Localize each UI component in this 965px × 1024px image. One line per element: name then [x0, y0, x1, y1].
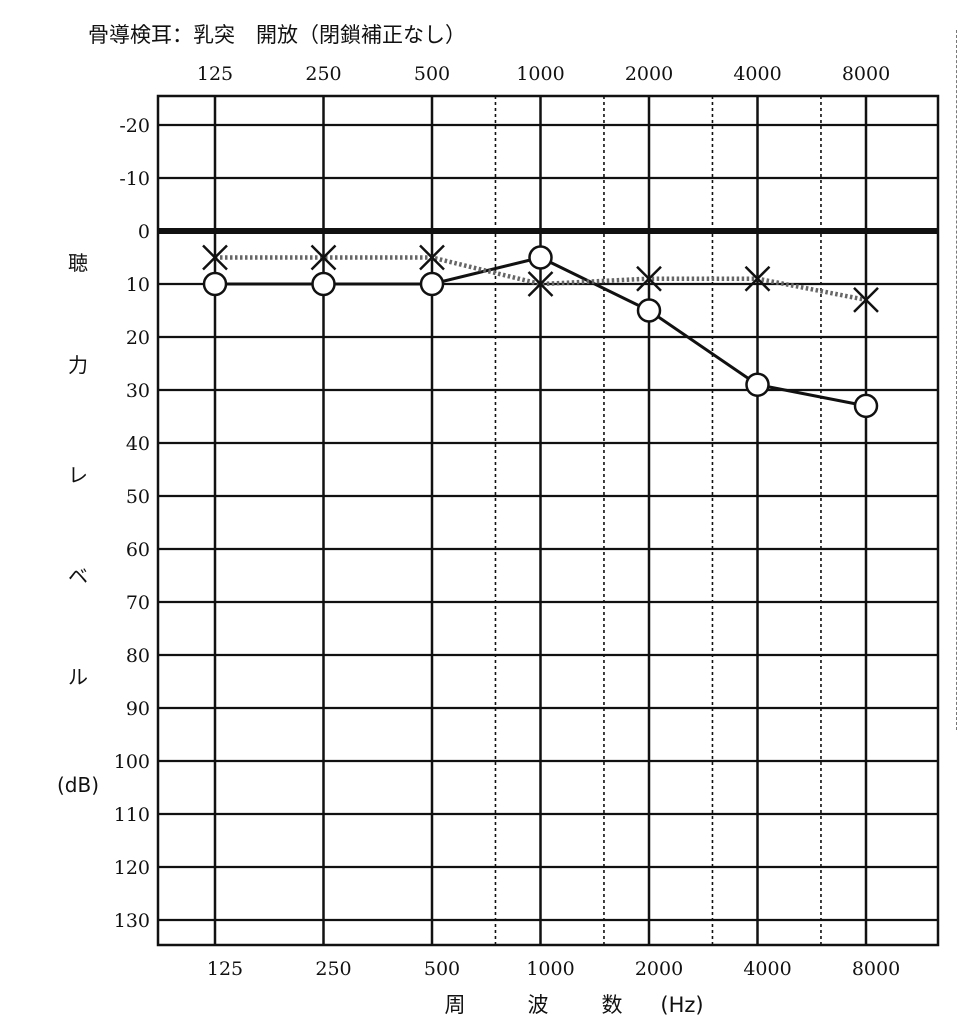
cross-stroke — [744, 265, 771, 292]
page-edge-line — [956, 30, 957, 730]
y-tick-label: -10 — [119, 168, 150, 190]
y-axis-label-char: ル — [68, 665, 88, 689]
x-axis-label-char: (Hz) — [660, 993, 703, 1017]
y-tick-label: 110 — [114, 804, 150, 826]
x-tick-label-bottom: 500 — [424, 958, 460, 980]
y-tick-label: 60 — [126, 539, 150, 561]
y-axis-label-char: レ — [68, 463, 88, 487]
cross-stroke — [202, 244, 228, 271]
data-point-circle — [853, 393, 879, 419]
data-point-cross — [419, 244, 445, 271]
x-tick-label-bottom: 125 — [207, 958, 243, 980]
y-axis-label-char: 力 — [68, 353, 88, 377]
data-point-cross — [636, 265, 662, 292]
x-tick-label-bottom: 2000 — [635, 958, 683, 980]
y-tick-label: 20 — [126, 327, 150, 349]
data-point-circle — [636, 298, 662, 323]
cross-stroke — [419, 244, 445, 271]
data-point-circle — [419, 271, 445, 297]
plot-frame — [156, 94, 940, 947]
data-point-circle — [202, 271, 228, 297]
x-tick-label-bottom: 1000 — [526, 958, 574, 980]
chart-grid — [156, 94, 940, 947]
y-axis-label-char: 聴 — [68, 251, 88, 275]
cross-stroke — [527, 271, 554, 297]
x-tick-label-top: 1000 — [516, 63, 564, 85]
x-tick-label-top: 4000 — [733, 63, 781, 85]
y-tick-label: 40 — [126, 433, 150, 455]
cross-stroke — [636, 265, 662, 292]
chart-title: 骨導検耳：乳突 開放（閉鎖補正なし） — [88, 23, 466, 47]
y-tick-label: 80 — [126, 645, 150, 667]
y-tick-label: 100 — [114, 751, 150, 773]
y-axis-label-char: (dB) — [57, 773, 99, 797]
y-tick-label: 90 — [126, 698, 150, 720]
chart-series — [202, 244, 879, 419]
x-tick-label-top: 500 — [414, 63, 450, 85]
y-tick-label: 70 — [126, 592, 150, 614]
data-point-circle — [311, 271, 336, 297]
data-point-circle — [528, 245, 553, 270]
x-axis-label-char: 数 — [602, 993, 623, 1017]
chart-labels: -20 -10 0 10 20 30 40 50 60 70 80 90 100 110 120 130 125… — [57, 63, 900, 1017]
x-tick-label-top: 250 — [305, 63, 341, 85]
x-tick-label-bottom: 8000 — [852, 958, 900, 980]
x-tick-label-top: 2000 — [625, 63, 673, 85]
x-tick-label-top: 125 — [197, 63, 233, 85]
cross-stroke — [853, 287, 879, 313]
y-tick-label: 0 — [138, 221, 150, 243]
data-point-circle — [745, 372, 770, 397]
data-point-cross — [744, 265, 771, 292]
y-tick-label: 30 — [126, 380, 150, 402]
y-tick-label: -20 — [119, 115, 150, 137]
y-tick-label: 120 — [114, 857, 150, 879]
data-point-cross — [527, 271, 554, 297]
y-tick-label: 50 — [126, 486, 150, 508]
x-tick-label-bottom: 4000 — [743, 958, 791, 980]
x-tick-label-top: 8000 — [842, 63, 890, 85]
data-point-cross — [310, 244, 337, 271]
x-axis-label-char: 波 — [528, 993, 549, 1017]
data-point-cross — [853, 287, 879, 313]
x-tick-label-bottom: 250 — [315, 958, 351, 980]
x-axis-label-char: 周 — [445, 993, 466, 1017]
y-tick-label: 130 — [114, 910, 150, 932]
y-axis-label-char: ベ — [68, 564, 88, 588]
y-tick-label: 10 — [126, 274, 150, 296]
data-point-cross — [202, 244, 228, 271]
cross-stroke — [310, 244, 337, 271]
